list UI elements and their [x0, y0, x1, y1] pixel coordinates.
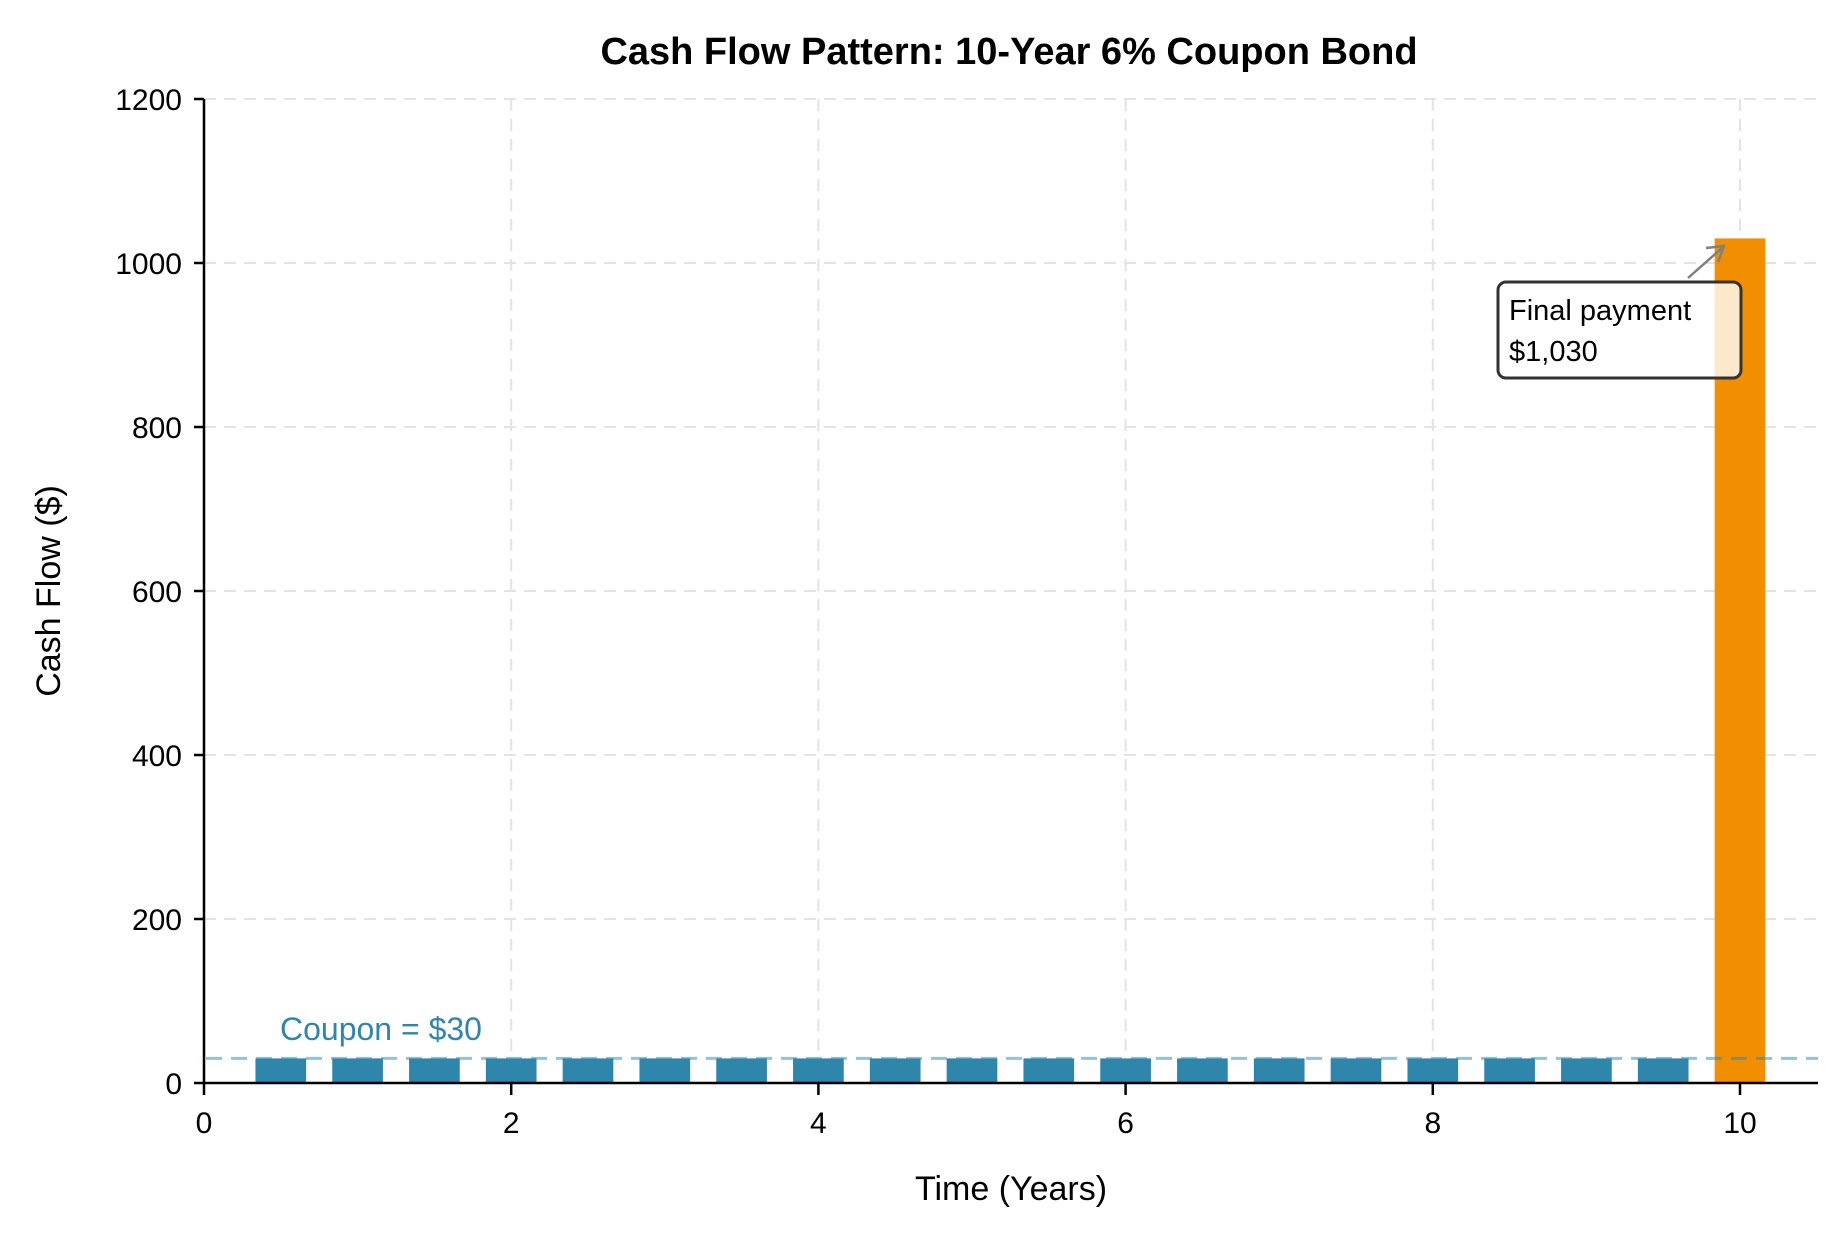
coupon-bar [1253, 1058, 1305, 1083]
coupon-bar [1177, 1058, 1228, 1083]
y-tick-label: 400 [132, 740, 182, 773]
final-payment-annotation: Final payment $1,030 [1496, 244, 1743, 380]
x-tick-label: 0 [196, 1107, 213, 1140]
arrowhead-icon [1705, 244, 1726, 263]
coupon-bar [1330, 1058, 1382, 1083]
coupon-bar [946, 1058, 998, 1083]
y-tick-label: 1000 [115, 248, 182, 281]
arrow-icon [1687, 247, 1723, 279]
y-tick-label: 0 [165, 1068, 182, 1101]
annotation-box [1496, 280, 1743, 380]
coupon-bar [255, 1058, 307, 1083]
coupon-bar [1484, 1058, 1535, 1083]
y-tick-label: 600 [132, 576, 182, 609]
grid-lines [204, 98, 1818, 1083]
coupon-bar [1637, 1058, 1689, 1083]
x-tick-label: 4 [810, 1107, 827, 1140]
coupon-bar [639, 1058, 691, 1083]
x-ticks: 0 2 4 6 8 10 [196, 1083, 1757, 1140]
coupon-label: Coupon = $30 [280, 1011, 482, 1047]
coupon-bar [485, 1058, 537, 1083]
coupon-bar [409, 1058, 460, 1083]
coupon-bar [1023, 1058, 1075, 1083]
x-tick-label: 2 [503, 1107, 520, 1140]
y-axis-label: Cash Flow ($) [30, 485, 68, 697]
coupon-bar [869, 1058, 921, 1083]
x-axis-label: Time (Years) [915, 1170, 1107, 1208]
coupon-bar [332, 1058, 383, 1083]
y-tick-label: 200 [132, 904, 182, 937]
coupon-bar [562, 1058, 614, 1083]
x-tick-label: 10 [1723, 1107, 1756, 1140]
y-tick-label: 800 [132, 412, 182, 445]
annotation-line-2: $1,030 [1509, 336, 1598, 368]
coupon-bar [793, 1058, 844, 1083]
y-tick-label: 1200 [115, 84, 182, 117]
chart-title: Cash Flow Pattern: 10-Year 6% Coupon Bon… [600, 31, 1417, 73]
coupon-bar [716, 1058, 767, 1083]
coupon-bar [1561, 1058, 1612, 1083]
x-tick-label: 6 [1117, 1107, 1134, 1140]
y-ticks: 0 200 400 600 800 1000 1200 [115, 84, 204, 1101]
annotation-line-1: Final payment [1509, 295, 1691, 327]
coupon-bar [1407, 1058, 1459, 1083]
x-tick-label: 8 [1424, 1107, 1441, 1140]
coupon-bar [1100, 1058, 1151, 1083]
